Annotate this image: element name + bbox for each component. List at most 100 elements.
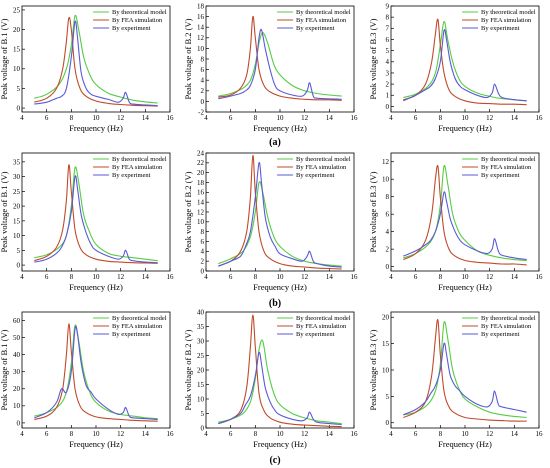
x-tick-label: 4 (389, 273, 393, 281)
y-tick-label: 5 (17, 247, 21, 255)
y-tick-label: 2 (386, 246, 390, 254)
x-axis-label: Frequency (Hz) (438, 123, 492, 133)
y-tick-label: 8 (201, 55, 205, 63)
legend-entry: By theoretical model (296, 156, 351, 163)
x-tick-label: 4 (20, 114, 24, 122)
x-tick-label: 16 (536, 273, 544, 281)
y-tick-label: 10 (382, 366, 390, 374)
y-tick-label: 5 (17, 85, 21, 93)
y-tick-label: 60 (13, 317, 21, 325)
y-tick-label: 0 (17, 262, 21, 270)
x-tick-label: 12 (117, 430, 125, 438)
chart-panel-1: 4 6 8 10 12 14 16 0 5 10 15 20 25 Frequency (Hz) Peak … (0, 5, 174, 133)
y-tick-label: 16 (197, 13, 205, 21)
x-tick-label: 16 (536, 430, 544, 438)
y-tick-label: 0 (386, 103, 390, 111)
y-tick-label: 14 (197, 199, 205, 207)
y-axis-label: Peak voltage of B.3 (V) (368, 329, 378, 410)
legend-entry: By experiment (112, 172, 151, 179)
y-tick-label: 8 (386, 14, 390, 22)
series-line-exp (218, 351, 342, 426)
legend-entry: By experiment (112, 25, 151, 32)
x-tick-label: 4 (204, 430, 208, 438)
legend-entry: By FEA simulation (296, 17, 347, 24)
y-tick-label: 10 (197, 45, 205, 53)
y-tick-label: 10 (13, 65, 21, 73)
legend-entry: By theoretical model (112, 315, 167, 322)
y-tick-label: 0 (17, 104, 21, 112)
legend-entry: By FEA simulation (112, 164, 163, 171)
series-line-fea (403, 18, 527, 106)
y-tick-label: 6 (201, 238, 205, 246)
y-axis-label: Peak voltage of B.1 (V) (0, 329, 9, 410)
legend-entry: By experiment (481, 25, 520, 32)
x-axis-label: Frequency (Hz) (253, 282, 307, 292)
y-tick-label: 40 (197, 308, 205, 316)
legend-entry: By FEA simulation (112, 17, 163, 24)
series-line-fea (34, 323, 158, 422)
x-tick-label: 8 (254, 430, 258, 438)
y-tick-label: 0 (386, 419, 390, 427)
y-tick-label: -2 (198, 108, 204, 116)
chart-panel-7: 4 6 8 10 12 14 16 0 10 20 30 40 50 60 Frequency (Hz) Pe… (0, 311, 174, 449)
x-tick-label: 8 (439, 430, 443, 438)
y-tick-label: 14 (197, 24, 205, 32)
x-tick-label: 14 (142, 430, 150, 438)
y-axis-label: Peak voltage of B.2 (V) (183, 18, 193, 99)
series-line-exp (34, 20, 158, 107)
y-tick-label: 4 (386, 58, 390, 66)
x-tick-label: 8 (439, 114, 443, 122)
series-line-fea (34, 164, 158, 264)
y-tick-label: 12 (197, 208, 205, 216)
x-tick-label: 8 (70, 430, 74, 438)
x-tick-label: 6 (45, 430, 49, 438)
x-tick-label: 6 (45, 273, 49, 281)
legend-entry: By theoretical model (481, 156, 536, 163)
y-tick-label: 25 (13, 188, 21, 196)
y-axis-label: Peak voltage of B.1 (V) (0, 171, 9, 252)
y-tick-label: 25 (197, 352, 205, 360)
chart-panel-8: 4 6 8 10 12 14 16 0 5 10 15 20 25 30 35 40 Frequency (Hz… (183, 308, 358, 449)
y-tick-label: 10 (382, 176, 390, 184)
legend-entry: By theoretical model (296, 9, 351, 16)
y-tick-label: 35 (13, 158, 21, 166)
y-tick-label: 2 (201, 87, 205, 95)
y-tick-label: 30 (13, 173, 21, 181)
x-tick-label: 8 (70, 114, 74, 122)
x-tick-label: 14 (326, 430, 334, 438)
series-line-exp (403, 342, 527, 416)
x-tick-label: 10 (277, 114, 285, 122)
x-tick-label: 12 (486, 114, 494, 122)
x-tick-label: 12 (301, 273, 309, 281)
x-tick-label: 14 (326, 273, 334, 281)
y-tick-label: 20 (197, 366, 205, 374)
x-tick-label: 6 (229, 273, 233, 281)
x-tick-label: 12 (301, 430, 309, 438)
x-axis-label: Frequency (Hz) (69, 282, 123, 292)
y-tick-label: 40 (13, 351, 21, 359)
y-tick-label: 0 (201, 98, 205, 106)
x-tick-label: 4 (389, 430, 393, 438)
x-tick-label: 10 (93, 114, 101, 122)
y-tick-label: 50 (13, 334, 21, 342)
x-tick-label: 16 (351, 114, 359, 122)
x-tick-label: 14 (142, 273, 150, 281)
y-tick-label: 35 (197, 323, 205, 331)
chart-panel-9: 4 6 8 10 12 14 16 0 5 10 15 20 Frequency (Hz) Peak vo… (368, 311, 544, 449)
y-axis-label: Peak voltage of B.3 (V) (368, 18, 378, 99)
x-axis-label: Frequency (Hz) (69, 123, 123, 133)
legend-entry: By experiment (481, 172, 520, 179)
legend-entry: By FEA simulation (481, 164, 532, 171)
x-tick-label: 4 (389, 114, 393, 122)
series-line-theory (403, 21, 527, 102)
x-tick-label: 12 (117, 114, 125, 122)
y-tick-label: 10 (197, 395, 205, 403)
x-tick-label: 6 (414, 114, 418, 122)
series-line-theory (218, 31, 342, 97)
x-tick-label: 4 (204, 273, 208, 281)
x-axis-label: Frequency (Hz) (438, 439, 492, 449)
y-tick-label: 3 (386, 69, 390, 77)
